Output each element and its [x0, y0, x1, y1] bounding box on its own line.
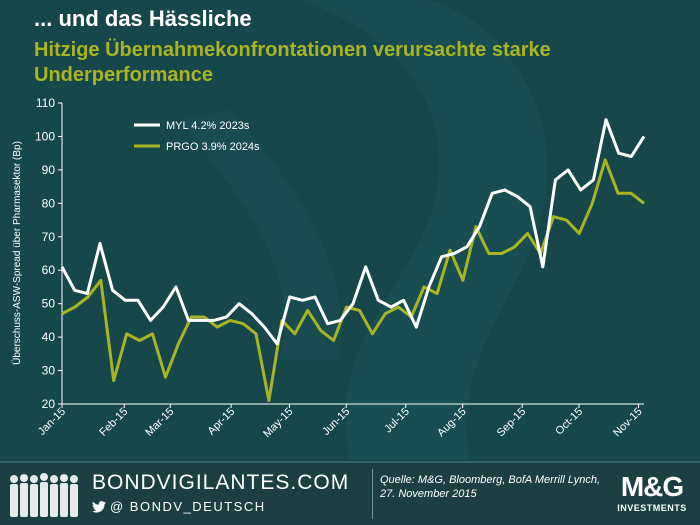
y-tick-label: 100 — [35, 129, 55, 143]
x-tick-label: Feb-15 — [97, 406, 130, 439]
x-tick-label: Aug-15 — [435, 406, 469, 440]
y-axis-label: Überschuss-ASW-Spread über Pharmasektor … — [11, 141, 23, 365]
mg-logo: M&G INVESTMENTS — [610, 471, 694, 521]
people-silhouettes-icon — [10, 473, 78, 517]
legend-label-myl: MYL 4.2% 2023s — [166, 120, 250, 132]
logo-main-text: M&G — [620, 471, 684, 502]
series-line-prgo — [61, 158, 645, 403]
y-tick-label: 110 — [36, 96, 55, 110]
twitter-handle-text: @ BONDV_DEUTSCH — [110, 499, 266, 514]
logo-sub-text: INVESTMENTS — [617, 503, 687, 513]
legend-label-prgo: PRGO 3.9% 2024s — [166, 141, 260, 153]
page-subtitle: Hitzige Übernahmekonfrontationen verursa… — [34, 39, 551, 86]
x-tick-label: Sep-15 — [495, 406, 529, 440]
twitter-bird-icon — [92, 500, 106, 513]
background-swirl-graphic — [0, 0, 700, 460]
x-tick-label: Oct-15 — [553, 406, 585, 438]
chart-axes — [61, 103, 644, 405]
twitter-handle-link[interactable]: @ BONDV_DEUTSCH — [92, 499, 266, 514]
x-tick-label: May-15 — [261, 406, 295, 440]
y-tick-label: 20 — [42, 397, 56, 411]
x-tick-label: Jul-15 — [382, 406, 412, 436]
y-tick-label: 30 — [42, 364, 56, 378]
x-tick-label: Nov-15 — [611, 406, 645, 440]
chart-legend: MYL 4.2% 2023s PRGO 3.9% 2024s — [134, 120, 260, 153]
y-tick-label: 40 — [42, 330, 56, 344]
y-tick-label: 50 — [42, 297, 56, 311]
footer-bar: BONDVIGILANTES.COM @ BONDV_DEUTSCH Quell… — [0, 461, 700, 525]
y-tick-label: 90 — [42, 163, 56, 177]
footer-divider — [372, 469, 373, 519]
x-tick-label: Apr-15 — [205, 406, 237, 438]
y-tick-label: 70 — [42, 230, 56, 244]
x-tick-label: Jun-15 — [320, 406, 352, 438]
brand-link[interactable]: BONDVIGILANTES.COM — [92, 471, 350, 494]
y-tick-label: 80 — [42, 196, 56, 210]
y-tick-label: 60 — [42, 263, 56, 277]
source-note: Quelle: M&G, Bloomberg, BofA Merrill Lyn… — [380, 474, 601, 500]
page-title: ... und das Hässliche — [34, 6, 252, 31]
x-tick-label: Mar-15 — [143, 406, 176, 439]
series-line-myl — [60, 118, 646, 346]
